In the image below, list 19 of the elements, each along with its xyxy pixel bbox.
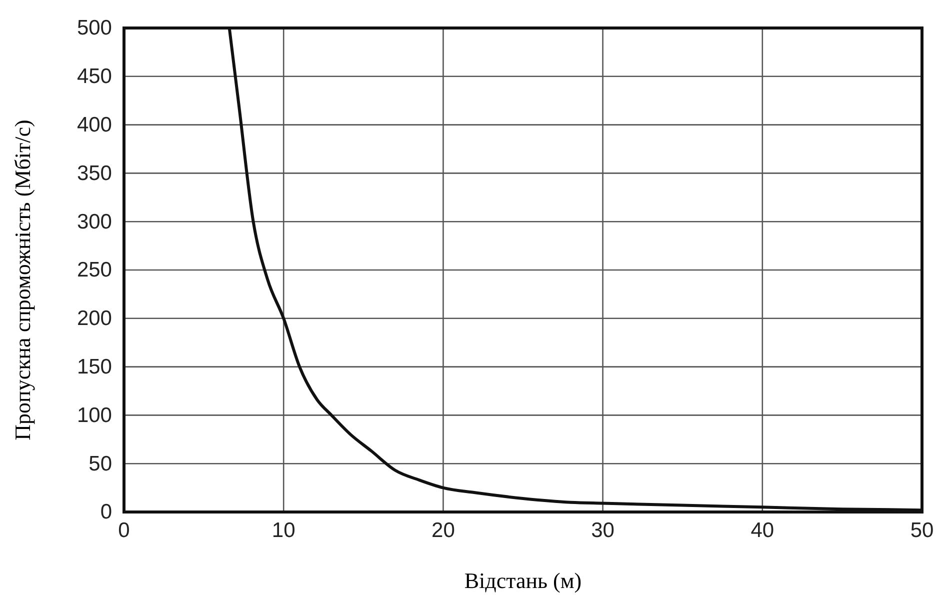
x-tick-label: 10 [272, 518, 296, 542]
x-tick-label: 0 [118, 518, 130, 542]
x-tick-label: 30 [591, 518, 614, 542]
y-axis-title: Пропускна спроможність (Мбіт/с) [10, 120, 35, 440]
y-tick-label: 150 [76, 356, 112, 379]
y-tick-label: 450 [76, 65, 112, 88]
y-tick-label: 300 [76, 210, 112, 234]
y-tick-label: 100 [76, 404, 112, 427]
x-tick-label: 50 [910, 518, 934, 542]
y-tick-label: 0 [100, 500, 112, 524]
y-tick-label: 200 [76, 307, 112, 330]
y-tick-label: 250 [76, 258, 112, 282]
x-axis-title: Відстань (м) [464, 568, 582, 593]
y-tick-label: 350 [76, 162, 112, 185]
x-tick-label: 20 [432, 518, 455, 542]
x-tick-label: 40 [750, 518, 774, 542]
y-tick-label: 50 [88, 452, 112, 476]
y-tick-label: 500 [76, 16, 112, 40]
y-tick-label: 400 [76, 114, 112, 137]
